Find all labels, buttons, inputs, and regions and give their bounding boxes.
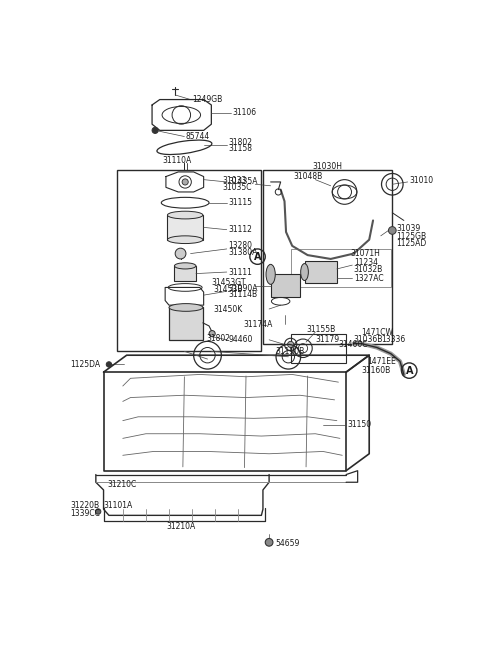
Text: 31190B: 31190B xyxy=(275,347,304,356)
Text: 1249GB: 1249GB xyxy=(192,95,222,104)
Text: 31039: 31039 xyxy=(396,224,420,233)
Text: 31010: 31010 xyxy=(409,176,433,185)
Circle shape xyxy=(152,127,158,133)
Text: 31435A: 31435A xyxy=(228,177,258,187)
Text: 54659: 54659 xyxy=(275,540,300,549)
Text: 31111: 31111 xyxy=(228,268,252,276)
Text: 31802: 31802 xyxy=(206,333,230,343)
Circle shape xyxy=(265,538,273,546)
Text: 1125AD: 1125AD xyxy=(396,239,426,248)
Text: 31110A: 31110A xyxy=(162,156,192,165)
Text: 1471EE: 1471EE xyxy=(368,357,396,366)
Text: 31210C: 31210C xyxy=(108,480,137,489)
Text: 31155B: 31155B xyxy=(306,324,336,333)
Bar xyxy=(168,215,203,240)
Bar xyxy=(169,307,203,340)
Ellipse shape xyxy=(169,304,203,311)
Ellipse shape xyxy=(300,263,308,281)
Text: 31112: 31112 xyxy=(228,225,252,234)
Text: 31179: 31179 xyxy=(315,335,339,345)
Text: 85744: 85744 xyxy=(186,132,210,141)
Text: 31036B: 31036B xyxy=(354,335,383,345)
Text: 31033: 31033 xyxy=(223,176,247,185)
Text: 1125GB: 1125GB xyxy=(396,232,426,241)
Text: 31048B: 31048B xyxy=(294,172,323,181)
Text: 1327AC: 1327AC xyxy=(354,274,384,283)
Circle shape xyxy=(209,331,215,337)
Ellipse shape xyxy=(168,211,203,219)
Text: A: A xyxy=(254,252,261,262)
Text: 31450K: 31450K xyxy=(214,304,243,313)
Text: 31030H: 31030H xyxy=(312,162,343,171)
Text: 31106: 31106 xyxy=(232,108,256,117)
Text: 31160B: 31160B xyxy=(361,366,391,375)
Circle shape xyxy=(288,341,294,348)
Text: 31114B: 31114B xyxy=(228,290,257,299)
Bar xyxy=(291,249,391,287)
Bar xyxy=(174,266,196,281)
Circle shape xyxy=(175,248,186,259)
Text: 31453GT: 31453GT xyxy=(211,278,246,287)
Text: 31174A: 31174A xyxy=(243,320,272,329)
Ellipse shape xyxy=(174,263,196,269)
Text: A: A xyxy=(406,365,413,376)
Text: 31071H: 31071H xyxy=(350,249,380,258)
Text: 31032B: 31032B xyxy=(354,265,383,274)
Circle shape xyxy=(106,362,112,367)
Text: 31380A: 31380A xyxy=(228,248,258,257)
Bar xyxy=(117,170,262,352)
Text: 1125DA: 1125DA xyxy=(71,360,101,369)
Text: 31115: 31115 xyxy=(228,198,252,207)
Text: 31220B: 31220B xyxy=(71,501,99,510)
Text: 31158: 31158 xyxy=(228,144,252,153)
Text: 13336: 13336 xyxy=(381,335,405,345)
Text: 13280: 13280 xyxy=(228,241,252,250)
Bar xyxy=(263,170,392,344)
Text: 31453B: 31453B xyxy=(214,285,243,294)
Ellipse shape xyxy=(266,265,275,284)
Bar xyxy=(271,274,300,298)
Ellipse shape xyxy=(168,236,203,244)
Text: 1471CW: 1471CW xyxy=(361,328,394,337)
Text: 31210A: 31210A xyxy=(166,522,195,530)
Text: 11234: 11234 xyxy=(354,258,378,267)
Text: 31802: 31802 xyxy=(228,138,252,147)
Text: 31035C: 31035C xyxy=(223,183,252,192)
Text: 31150: 31150 xyxy=(348,420,372,429)
Bar xyxy=(304,261,337,283)
Circle shape xyxy=(182,179,188,185)
Bar xyxy=(291,333,346,363)
Circle shape xyxy=(96,509,101,514)
Text: 31090A: 31090A xyxy=(228,283,258,292)
Text: 31460C: 31460C xyxy=(338,340,368,349)
Circle shape xyxy=(388,227,396,234)
Text: 94460: 94460 xyxy=(228,335,252,345)
Text: 1339CC: 1339CC xyxy=(71,508,100,517)
Text: 31101A: 31101A xyxy=(104,501,133,510)
